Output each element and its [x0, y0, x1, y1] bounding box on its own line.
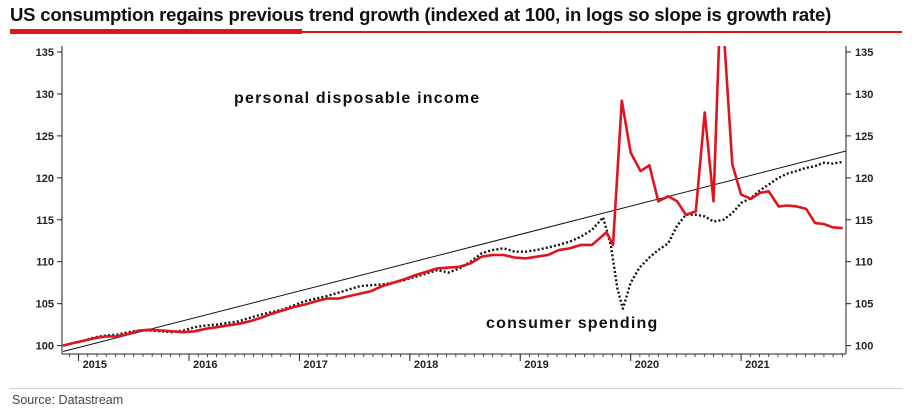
y-tick-label-right: 115	[855, 215, 873, 227]
x-tick-label: 2021	[745, 359, 769, 371]
trend-line	[62, 150, 846, 352]
y-tick-label-right: 100	[855, 341, 873, 353]
spending-annotation: consumer spending	[486, 315, 658, 332]
y-tick-label-right: 120	[855, 173, 873, 185]
chart-title: US consumption regains previous trend gr…	[10, 4, 832, 25]
x-tick-label: 2016	[193, 359, 217, 371]
y-tick-label-left: 125	[36, 131, 54, 143]
footer-divider	[10, 388, 902, 389]
x-tick-label: 2015	[83, 359, 107, 371]
y-tick-label-left: 135	[36, 47, 54, 59]
y-tick-label-left: 115	[36, 215, 54, 227]
income-annotation: personal disposable income	[234, 90, 480, 107]
source-note: Source: Datastream	[12, 393, 124, 407]
y-tick-label-right: 125	[855, 131, 873, 143]
y-tick-label-left: 110	[36, 257, 54, 269]
y-tick-label-right: 110	[855, 257, 873, 269]
y-tick-label-right: 130	[855, 89, 873, 101]
x-tick-label: 2019	[524, 359, 548, 371]
y-tick-label-left: 100	[36, 341, 54, 353]
y-tick-label-right: 135	[855, 47, 873, 59]
title-accent-bar	[10, 29, 302, 34]
income-series-line	[62, 46, 843, 347]
x-axis-ticks: 2015 2016 2017 2018 2019 2020 2021	[68, 354, 843, 371]
x-tick-label: 2018	[414, 359, 438, 371]
y-tick-label-left: 130	[36, 89, 54, 101]
y-tick-label-right: 105	[855, 299, 873, 311]
title-underline	[10, 31, 902, 33]
y-axis-right-ticks: 100 105 110 115 120 125 130 135	[846, 47, 873, 353]
y-axis-left-ticks: 100 105 110 115 120 125 130 135	[36, 47, 62, 353]
x-tick-label: 2020	[635, 359, 659, 371]
plot-area	[62, 46, 846, 352]
x-tick-label: 2017	[303, 359, 327, 371]
axes	[61, 46, 847, 355]
line-chart: 100 105 110 115 120 125 130 135 100 105 110 115 120…	[36, 46, 873, 371]
y-tick-label-left: 120	[36, 173, 54, 185]
spending-series-line	[62, 160, 843, 347]
y-tick-label-left: 105	[36, 299, 54, 311]
